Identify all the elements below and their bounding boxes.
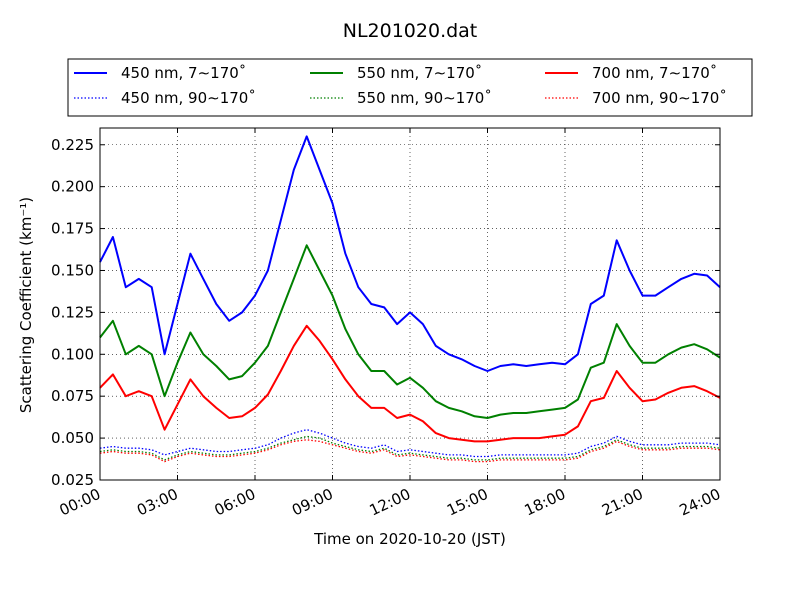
y-tick-label: 0.100 [51,345,94,363]
x-axis-label: Time on 2020-10-20 (JST) [313,530,506,548]
x-tick-label: 18:00 [522,485,569,520]
y-tick-label: 0.025 [51,471,94,489]
y-tick-label: 0.125 [51,303,94,321]
series-line-5 [99,439,721,463]
legend-label-1: 450 nm, 90∼170˚ [121,89,256,107]
series-line-2 [99,244,721,419]
legend-label-2: 550 nm, 7∼170˚ [357,64,482,82]
chart-title: NL201020.dat [343,20,478,42]
y-tick-label: 0.225 [51,136,94,154]
ticks [99,128,721,481]
y-tick-label: 0.200 [51,178,94,196]
tick-labels: 00:00 03:00 06:00 09:00 12:00 15:00 18:00 21:00… [51,136,723,520]
x-tick-label: 03:00 [134,485,181,520]
x-tick-label: 06:00 [212,485,259,520]
series-line-0 [99,135,721,372]
legend-label-3: 550 nm, 90∼170˚ [357,89,492,107]
x-tick-label: 00:00 [57,485,104,520]
x-tick-label: 24:00 [677,485,724,520]
legend-label-5: 700 nm, 90∼170˚ [592,89,727,107]
series-layer [99,135,721,463]
series-line-1 [99,429,721,458]
grid [99,128,721,481]
y-tick-label: 0.150 [51,261,94,279]
series-line-4 [99,324,721,443]
legend-label-4: 700 nm, 7∼170˚ [592,64,717,82]
x-tick-label: 21:00 [599,485,646,520]
legend-frame [67,58,753,117]
legend: 450 nm, 7∼170˚ 450 nm, 90∼170˚ 550 nm, 7∼1… [67,58,753,117]
x-tick-label: 15:00 [444,485,491,520]
y-tick-label: 0.050 [51,429,94,447]
y-tick-label: 0.075 [51,387,94,405]
x-tick-label: 09:00 [289,485,336,520]
legend-label-0: 450 nm, 7∼170˚ [121,64,246,82]
x-tick-label: 12:00 [367,485,414,520]
y-axis-label: Scattering Coefficient (km⁻¹) [17,197,35,413]
y-tick-label: 0.175 [51,220,94,238]
